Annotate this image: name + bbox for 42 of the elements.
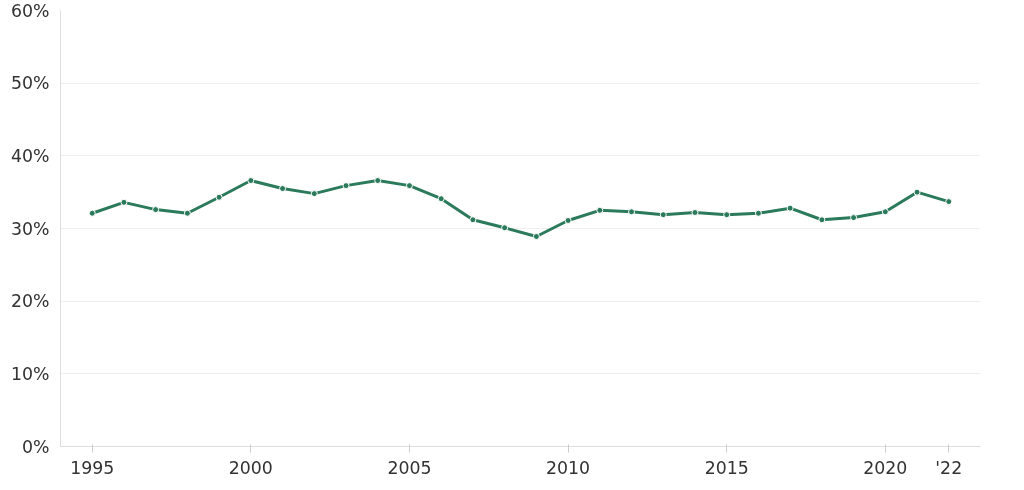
point xyxy=(532,233,540,240)
y-tick-label: 40% xyxy=(10,145,50,166)
point xyxy=(723,211,731,219)
point xyxy=(850,214,858,222)
x-tick-label: 2005 xyxy=(387,457,432,478)
point xyxy=(405,182,413,190)
point xyxy=(501,224,509,232)
point xyxy=(247,177,255,185)
point xyxy=(310,190,318,198)
point xyxy=(215,193,223,201)
point xyxy=(754,209,762,217)
point xyxy=(120,198,128,206)
x-tick-label: 1995 xyxy=(70,457,115,478)
point xyxy=(564,217,572,224)
y-tick-label: 10% xyxy=(10,363,50,384)
point xyxy=(913,188,921,196)
point xyxy=(659,211,667,219)
point xyxy=(279,185,287,193)
y-tick-label: 60% xyxy=(10,0,50,21)
y-tick-label: 0% xyxy=(22,436,50,457)
y-tick-label: 20% xyxy=(10,291,50,312)
point xyxy=(88,209,96,217)
point xyxy=(342,182,350,190)
point xyxy=(152,206,160,214)
y-tick-label: 30% xyxy=(10,218,50,239)
point xyxy=(818,216,826,224)
x-tick-label: '22 xyxy=(935,457,963,478)
point xyxy=(596,206,604,214)
point xyxy=(881,208,889,216)
point xyxy=(691,209,699,217)
point xyxy=(786,204,794,212)
x-tick-label: 2020 xyxy=(863,457,908,478)
x-tick-label: 2015 xyxy=(704,457,749,478)
y-tick-label: 50% xyxy=(10,73,50,94)
x-tick-label: 2010 xyxy=(546,457,591,478)
point xyxy=(945,198,953,206)
point xyxy=(374,177,382,185)
x-tick-label: 2000 xyxy=(228,457,273,478)
point xyxy=(437,195,445,203)
point xyxy=(469,216,477,224)
point xyxy=(628,208,636,216)
point xyxy=(183,209,191,217)
